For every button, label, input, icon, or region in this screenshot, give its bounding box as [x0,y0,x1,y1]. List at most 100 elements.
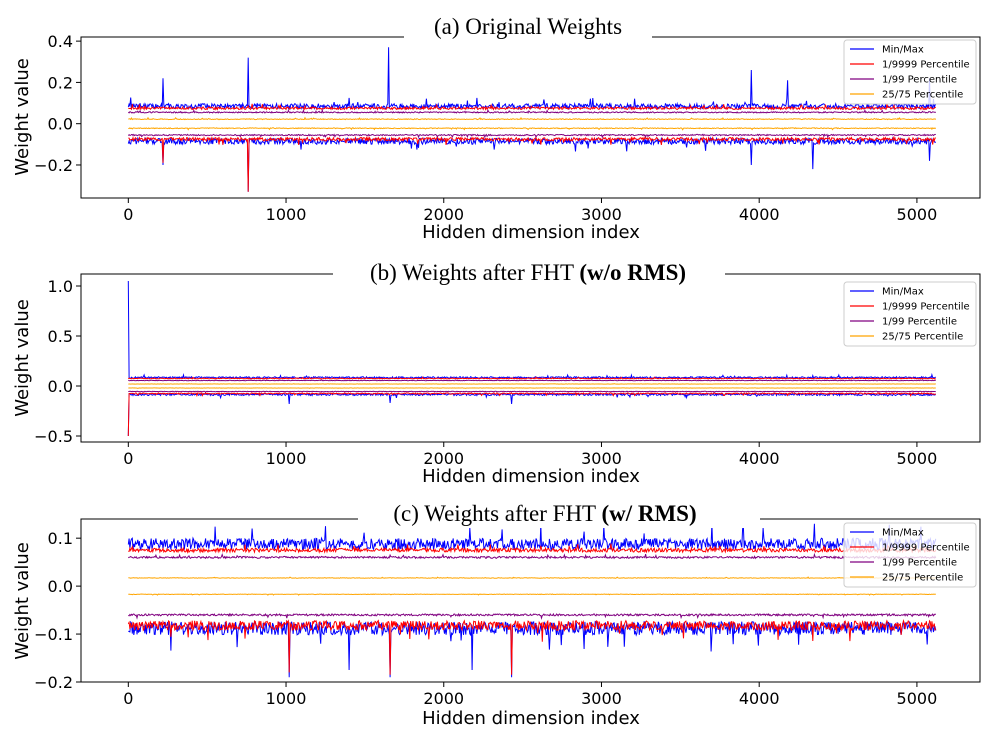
panel-c-legend-label-1-99-percentile: 1/99 Percentile [882,558,957,569]
panel-c-ytick-label: 0.1 [48,529,73,548]
panel-b-legend-label-1-9999-percentile: 1/9999 Percentile [882,302,970,313]
panel-a-series-p9999-upper [128,103,936,112]
panel-b-yticks: −0.5 0.0 0.5 1.0 [34,277,81,446]
panel-b-xlabel: Hidden dimension index [422,466,640,487]
panel-c-xtick-label: 1000 [266,689,307,708]
panel-c-series-p99-upper [127,552,937,560]
panel-b-series-minmax-lower [127,392,936,437]
panel-a-xtick-label: 5000 [897,205,938,224]
panel-b-ytick-label: −0.5 [34,427,73,446]
panel-a-series-p99-upper [127,108,936,114]
panel-a-legend-box [843,39,977,105]
panel-a-ytick-label: 0.4 [48,32,73,51]
panel-a-xtick-label: 2000 [423,205,464,224]
panel-c-legend-label-25-75-percentile: 25/75 Percentile [882,573,963,584]
panel-c-series-p2575-lower [128,593,936,596]
panel-a-xlabel: Hidden dimension index [422,222,640,243]
panel-c-xtick-label: 3000 [581,689,622,708]
panel-c-xticks: 0 1000 2000 3000 4000 5000 [123,682,937,708]
panel-b-title-plain: (b) Weights after FHT [370,260,579,285]
panel-c-title: (c) Weights after FHT (w/ RMS) [393,501,696,526]
panel-b-legend-label-25-75-percentile: 25/75 Percentile [882,332,963,343]
panel-a-series-p2575-upper [128,116,937,121]
panel-a-series-minmax-lower [127,136,937,192]
panel-a-ytick-label: −0.2 [34,156,73,175]
panel-a-yticks: −0.2 0.0 0.2 0.4 [34,32,81,175]
panel-a-title-plain: (a) Original Weights [434,14,622,39]
panel-b-title: (b) Weights after FHT (w/o RMS) [370,260,686,285]
panel-c-title-background [358,498,760,528]
panel-a-xtick-label: 4000 [739,205,780,224]
panel-c-series-p9999-upper [128,543,937,554]
panel-b-series [127,280,936,437]
panel-b-series-minmax-upper [127,280,936,380]
panel-a: 0 1000 2000 3000 4000 5000 −0.2 0.0 0.2 0.4 (a) … [12,12,981,243]
panel-a-legend-label-1-9999-percentile: 1/9999 Percentile [882,60,970,71]
panel-c-ytick-label: 0.0 [48,577,73,596]
panel-a-xticks: 0 1000 2000 3000 4000 5000 [123,198,937,224]
panel-c-yticks: −0.2 −0.1 0.0 0.1 [34,529,81,692]
panel-b-legend-label-1-99-percentile: 1/99 Percentile [882,317,957,328]
panel-a-xtick-label: 1000 [266,205,307,224]
panel-c-ylabel: Weight value [12,542,33,660]
panel-b-xtick-label: 1000 [266,449,307,468]
panel-a-series-minmax-upper [127,47,937,111]
panel-b-ytick-label: 0.0 [48,377,73,396]
panel-a-legend: Min/Max 1/9999 Percentile 1/99 Percentile 2… [843,39,977,105]
panel-b-ytick-label: 1.0 [48,277,73,296]
panel-a-legend-label-1-99-percentile: 1/99 Percentile [882,75,957,86]
panel-c-legend-label-min-max: Min/Max [882,528,924,539]
panel-c-xtick-label: 5000 [897,689,938,708]
panel-b-xtick-label: 5000 [897,449,938,468]
panel-c-ytick-label: −0.1 [34,625,73,644]
panel-c-series-p99-lower [128,612,937,620]
panel-a-title-background [404,12,652,42]
panel-c-xtick-label: 0 [123,689,133,708]
panel-b-xtick-label: 0 [123,449,133,468]
panel-b-xtick-label: 3000 [581,449,622,468]
panel-a-series-p2575-lower [128,127,937,131]
panel-a-legend-label-25-75-percentile: 25/75 Percentile [882,90,963,101]
panel-b: 0 1000 2000 3000 4000 5000 −0.5 0.0 0.5 1.0 (b) … [12,256,981,487]
panel-c-legend-box [843,522,977,588]
panel-c-ytick-label: −0.2 [34,673,73,692]
panel-a-series-p9999-lower [128,135,936,192]
panel-c-xtick-label: 4000 [739,689,780,708]
panel-c-series-minmax-upper [127,523,937,552]
panel-b-legend: Min/Max 1/9999 Percentile 1/99 Percentile 2… [843,281,977,347]
panel-a-ytick-label: 0.0 [48,115,73,134]
panel-b-ylabel: Weight value [12,299,33,417]
panel-c-title-plain: (c) Weights after FHT [393,501,601,526]
panel-a-legend-label-min-max: Min/Max [882,45,924,56]
panel-b-legend-box [843,281,977,347]
panel-b-ytick-label: 0.5 [48,327,73,346]
panel-b-legend-label-min-max: Min/Max [882,287,924,298]
panel-b-series-p99-upper [128,379,936,382]
panel-a-series [127,47,937,192]
panel-c-series [127,523,937,678]
panel-b-series-p9999-lower [127,391,936,437]
panel-b-xticks: 0 1000 2000 3000 4000 5000 [123,442,937,468]
panel-b-xtick-label: 4000 [739,449,780,468]
panel-c-series-p9999-lower [127,618,937,675]
panel-c-series-minmax-lower [128,619,937,678]
panel-c: 0 1000 2000 3000 4000 5000 −0.2 −0.1 0.0 0.1 (c)… [12,498,981,729]
panel-b-title-bold: (w/o RMS) [579,260,686,285]
panel-c-title-bold: (w/ RMS) [601,501,696,526]
panel-a-series-p99-lower [127,133,936,139]
panel-c-legend-label-1-9999-percentile: 1/9999 Percentile [882,543,970,554]
panel-a-ytick-label: 0.2 [48,73,73,92]
panel-a-xtick-label: 0 [123,205,133,224]
panel-b-series-p99-lower [128,390,936,393]
panel-c-series-p2575-upper [128,576,936,579]
panel-a-ylabel: Weight value [12,58,33,176]
panel-a-xtick-label: 3000 [581,205,622,224]
panel-b-series-p9999-upper [128,376,936,380]
panel-b-xtick-label: 2000 [423,449,464,468]
panel-c-xlabel: Hidden dimension index [422,708,640,729]
panel-c-xtick-label: 2000 [423,689,464,708]
panel-b-title-background [333,256,725,286]
panel-a-title: (a) Original Weights [434,14,622,39]
panel-c-legend: Min/Max 1/9999 Percentile 1/99 Percentile 2… [843,522,977,588]
